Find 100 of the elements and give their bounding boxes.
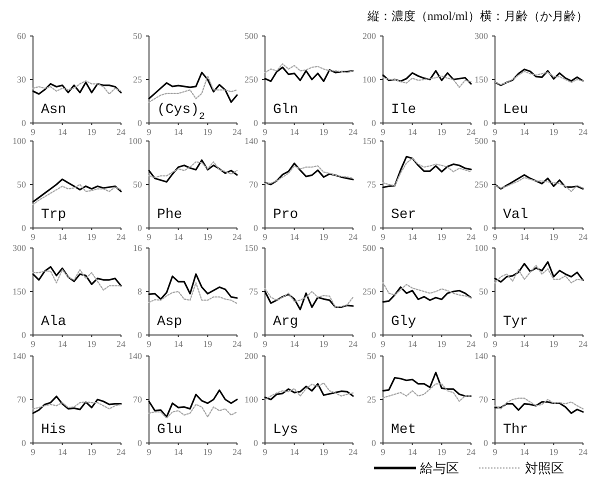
- text: Asn: [41, 102, 66, 118]
- y-tick-label: 50: [367, 351, 376, 362]
- x-tick-label: 14: [58, 127, 68, 137]
- y-tick-label: 150: [362, 136, 376, 146]
- y-tick-label: 0: [484, 438, 488, 448]
- x-tick-label: 9: [380, 447, 386, 457]
- text: Val: [503, 207, 528, 223]
- line-series: [382, 372, 472, 397]
- text: Leu: [503, 102, 528, 118]
- line-series: [32, 266, 122, 286]
- y-tick-label: 100: [12, 136, 26, 146]
- x-tick-label: 14: [520, 339, 530, 349]
- y-tick-label: 140: [128, 351, 142, 362]
- y-tick-label: 250: [362, 286, 376, 297]
- y-tick-label: 0: [138, 223, 142, 234]
- line-series: [382, 75, 472, 88]
- y-tick-label: 140: [12, 351, 26, 362]
- x-tick-label: 9: [30, 127, 36, 137]
- x-tick-label: 9: [492, 339, 498, 349]
- x-tick-label: 9: [30, 232, 36, 242]
- x-tick-label: 24: [232, 232, 242, 242]
- y-tick-label: 140: [474, 351, 488, 362]
- y-tick-label: 0: [484, 223, 488, 234]
- x-tick-label: 9: [492, 447, 498, 457]
- y-tick-label: 0: [372, 330, 376, 340]
- line-series: [494, 264, 584, 284]
- x-tick-label: 24: [348, 127, 358, 137]
- line-series: [148, 389, 238, 418]
- y-tick-label: 25: [367, 394, 376, 405]
- x-tick-label: 19: [549, 339, 559, 349]
- text: Asp: [157, 314, 182, 330]
- text: Met: [391, 422, 416, 438]
- y-tick-label: 500: [362, 243, 376, 254]
- x-tick-label: 24: [466, 447, 476, 457]
- x-tick-label: 24: [466, 127, 476, 137]
- x-tick-label: 24: [232, 447, 242, 457]
- line-series: [494, 401, 584, 414]
- x-tick-label: 19: [319, 339, 329, 349]
- line-series: [32, 269, 122, 291]
- x-tick-label: 24: [578, 127, 588, 137]
- y-tick-label: 200: [362, 31, 376, 42]
- y-tick-label: 100: [244, 394, 258, 405]
- x-tick-label: 24: [116, 447, 126, 457]
- text: Lys: [273, 422, 298, 438]
- line-series: [148, 161, 238, 178]
- x-tick-label: 14: [520, 447, 530, 457]
- x-tick-label: 24: [578, 447, 588, 457]
- x-tick-label: 24: [348, 232, 358, 242]
- line-series: [264, 66, 354, 82]
- x-tick-label: 9: [30, 447, 36, 457]
- y-tick-label: 150: [474, 74, 488, 85]
- y-tick-label: 0: [22, 330, 26, 340]
- text: 縦：濃度（nmol/ml）横：月齢（か月齢）: [366, 9, 588, 23]
- x-tick-label: 14: [58, 447, 68, 457]
- line-series: [382, 282, 472, 298]
- x-tick-label: 19: [437, 447, 447, 457]
- text: Glu: [157, 422, 182, 438]
- y-tick-label: 250: [474, 180, 488, 190]
- x-tick-label: 24: [116, 339, 126, 349]
- y-tick-label: 75: [367, 180, 376, 190]
- y-tick-label: 250: [244, 74, 258, 85]
- y-tick-label: 8: [138, 286, 142, 297]
- y-tick-label: 50: [17, 180, 26, 190]
- text: Phe: [157, 207, 182, 223]
- y-tick-label: 50: [479, 286, 488, 297]
- line-series: [32, 396, 122, 414]
- x-tick-label: 19: [319, 127, 329, 137]
- x-tick-label: 9: [262, 232, 268, 242]
- line-series: [148, 159, 238, 183]
- legend-label: 対照区: [525, 460, 564, 476]
- x-tick-label: 14: [174, 339, 184, 349]
- y-tick-label: 0: [254, 118, 258, 128]
- y-tick-label: 0: [254, 330, 258, 340]
- x-tick-label: 9: [492, 232, 498, 242]
- text: Trp: [41, 207, 66, 223]
- line-series: [494, 261, 584, 283]
- x-tick-label: 24: [466, 232, 476, 242]
- y-tick-label: 140: [244, 136, 258, 146]
- x-tick-label: 24: [466, 339, 476, 349]
- x-tick-label: 9: [380, 232, 386, 242]
- x-tick-label: 19: [437, 339, 447, 349]
- x-tick-label: 14: [174, 447, 184, 457]
- y-tick-label: 150: [12, 286, 26, 297]
- y-tick-label: 0: [372, 438, 376, 448]
- y-tick-label: 0: [22, 118, 26, 128]
- y-tick-label: 500: [474, 136, 488, 146]
- line-series: [382, 70, 472, 85]
- x-tick-label: 14: [408, 339, 418, 349]
- y-tick-label: 300: [12, 243, 26, 254]
- x-tick-label: 9: [146, 232, 152, 242]
- y-tick-label: 100: [128, 136, 142, 146]
- legend-label: 給与区: [419, 460, 459, 476]
- y-tick-label: 100: [474, 243, 488, 254]
- line-series: [32, 184, 122, 206]
- x-tick-label: 14: [408, 127, 418, 137]
- x-tick-label: 14: [290, 127, 300, 137]
- y-tick-label: 150: [244, 243, 258, 254]
- text: Gln: [273, 102, 298, 118]
- y-tick-label: 70: [133, 394, 142, 405]
- y-tick-label: 0: [484, 330, 488, 340]
